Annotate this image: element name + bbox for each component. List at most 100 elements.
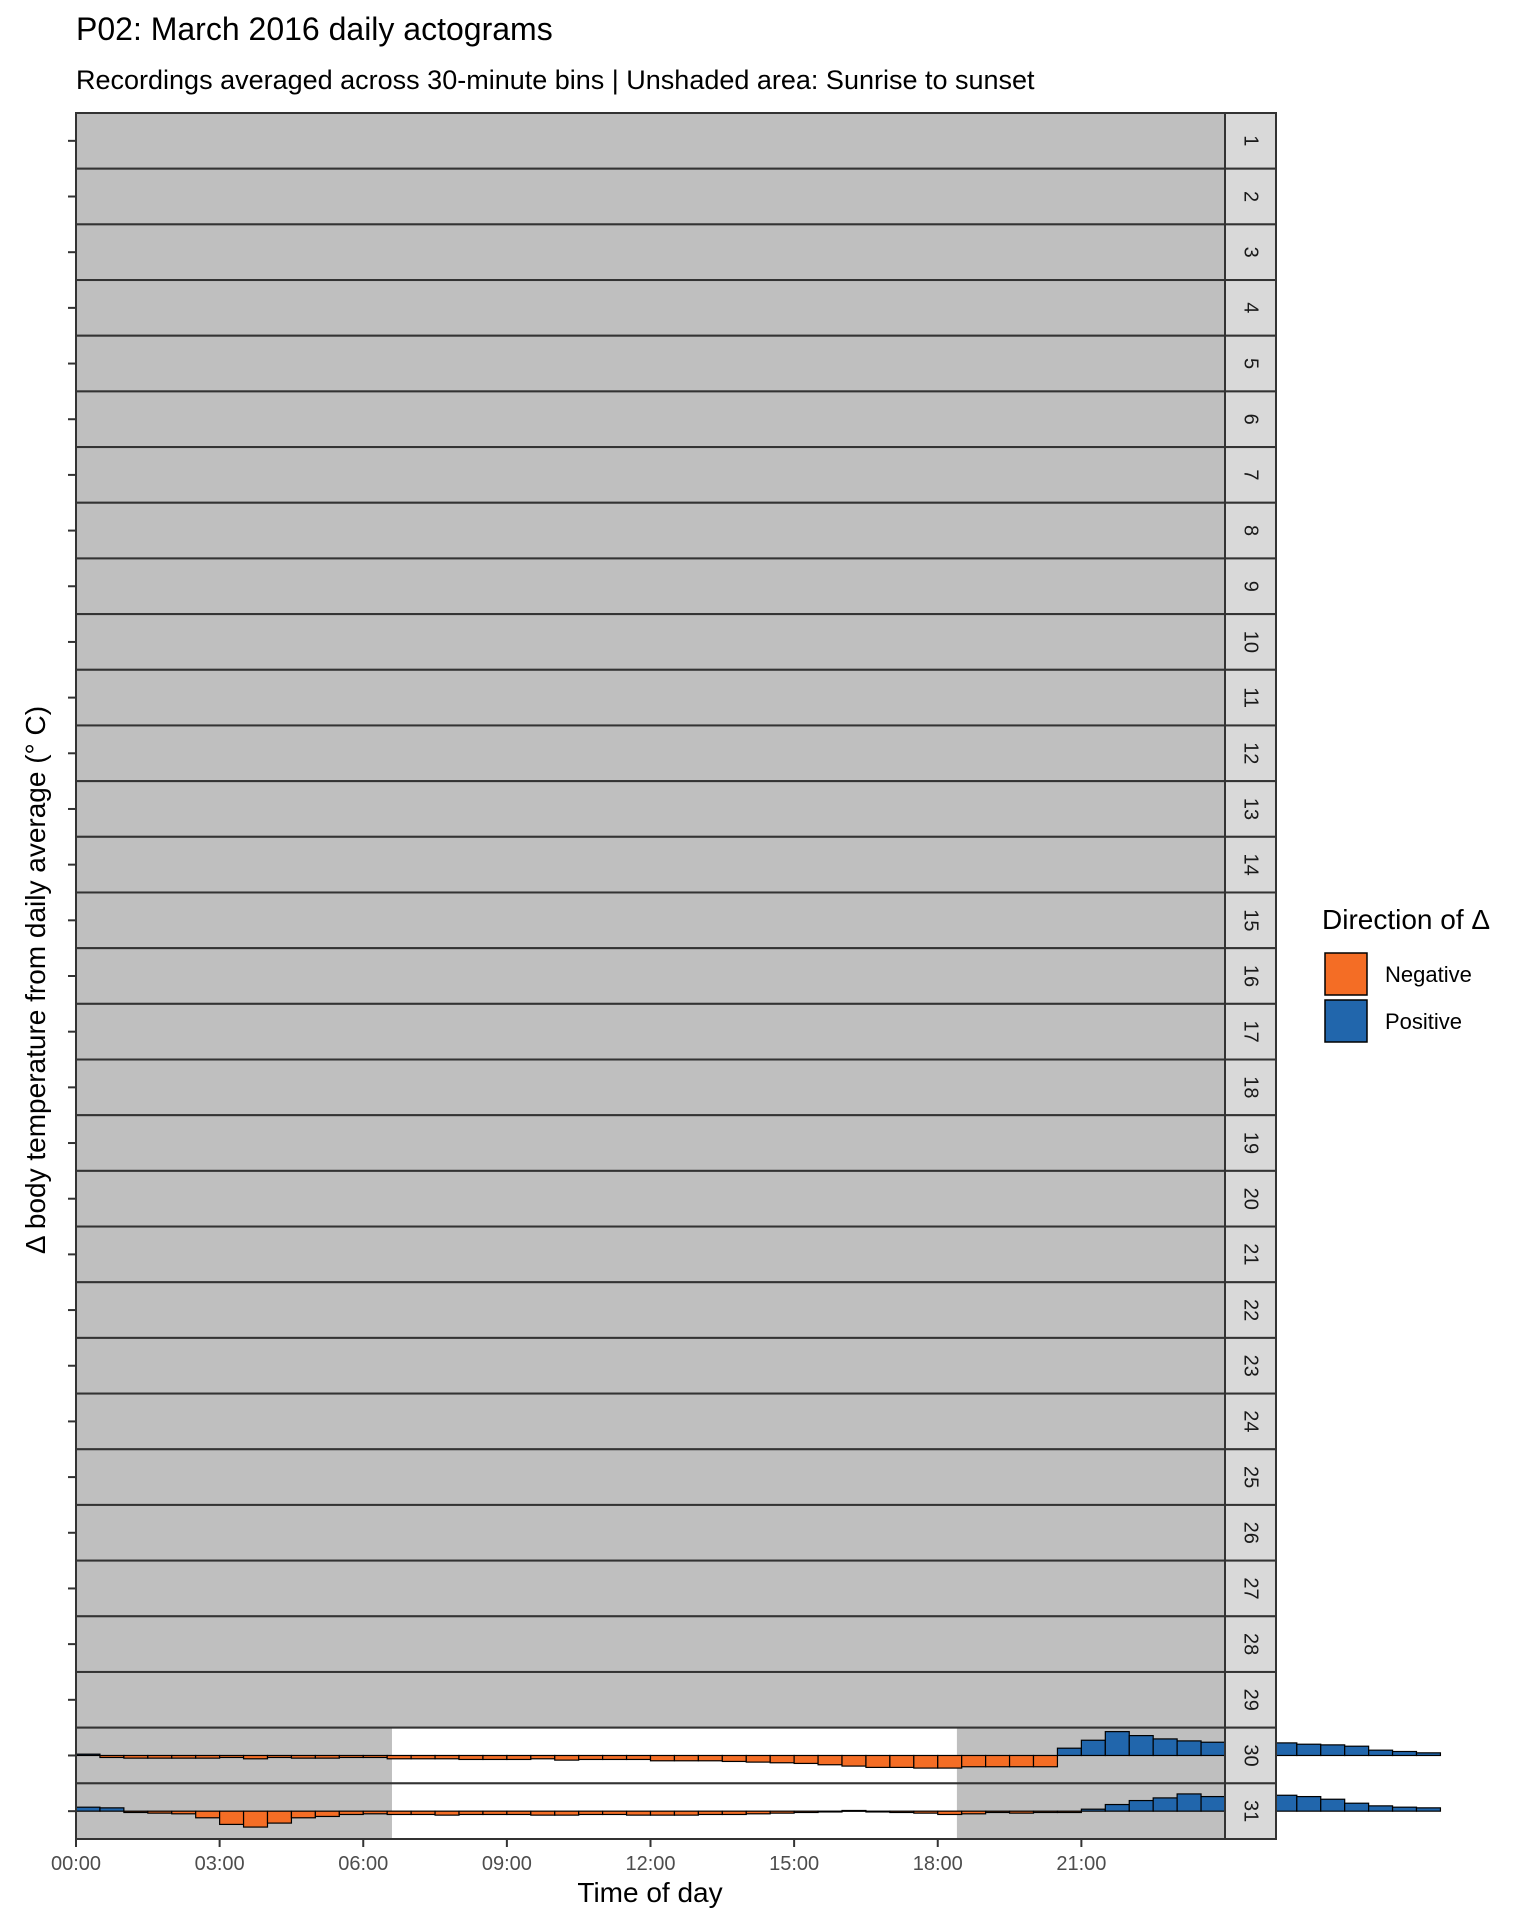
facet-strip	[1224, 1782, 1277, 1841]
bar	[362, 1754, 388, 1759]
panel-day-26: 26	[75, 1503, 1277, 1562]
bar	[937, 1754, 963, 1769]
facet-label: 12	[1240, 742, 1262, 764]
bar	[338, 1810, 364, 1816]
facet-label: 18	[1240, 1076, 1262, 1098]
facet-strip	[1224, 780, 1277, 838]
bar	[458, 1810, 484, 1816]
x-tick-label: 03:00	[195, 1853, 245, 1875]
bar	[1344, 1802, 1370, 1812]
night-shade	[76, 1393, 1225, 1450]
facet-label: 25	[1240, 1466, 1262, 1488]
facet-label: 6	[1240, 414, 1262, 425]
facet-strip	[1224, 223, 1277, 282]
night-shade	[76, 335, 1225, 392]
bar	[1296, 1743, 1322, 1757]
facet-strip	[1224, 613, 1277, 671]
panel-day-23: 23	[75, 1336, 1277, 1395]
facet-label: 21	[1240, 1243, 1262, 1265]
panel-day-11: 11	[75, 668, 1277, 727]
facet-strip	[1224, 1726, 1277, 1785]
bar	[219, 1810, 245, 1826]
panel-day-2: 2	[75, 167, 1277, 226]
bar	[195, 1754, 221, 1759]
facet-strip	[1224, 390, 1277, 449]
bar	[410, 1754, 436, 1760]
bar	[75, 1753, 101, 1757]
bar	[530, 1810, 556, 1816]
bar	[458, 1754, 484, 1761]
bar	[697, 1754, 723, 1762]
bar	[147, 1810, 173, 1814]
bar	[889, 1810, 915, 1814]
bar	[841, 1754, 867, 1767]
night-shade	[76, 113, 1225, 169]
night-shade	[76, 1282, 1225, 1338]
panel-day-6: 6	[75, 390, 1277, 449]
bar	[865, 1810, 891, 1813]
bar	[625, 1754, 652, 1761]
panel-day-9: 9	[75, 557, 1277, 616]
bar	[1200, 1795, 1226, 1812]
bar	[99, 1807, 125, 1812]
legend-key-positive	[1324, 999, 1368, 1043]
panel-day-7: 7	[75, 446, 1277, 504]
facet-strip	[1224, 1392, 1277, 1451]
bar	[1104, 1731, 1130, 1757]
facet-strip	[1224, 1114, 1277, 1172]
night-shade	[76, 224, 1225, 281]
bar	[745, 1754, 771, 1763]
facet-label: 3	[1240, 247, 1262, 258]
bar	[1368, 1749, 1394, 1757]
bar	[1152, 1797, 1178, 1812]
bar	[1128, 1799, 1154, 1812]
night-shade	[76, 280, 1225, 336]
facet-label: 20	[1240, 1188, 1262, 1210]
bar	[99, 1754, 125, 1759]
night-shade	[76, 725, 1225, 782]
bar	[386, 1810, 412, 1816]
bar	[578, 1754, 604, 1761]
bar	[290, 1754, 316, 1759]
facet-strip	[1224, 1559, 1277, 1618]
night-shade	[76, 781, 1225, 837]
bar	[123, 1754, 149, 1759]
bar	[961, 1754, 987, 1768]
facet-label: 16	[1240, 965, 1262, 987]
facet-strip	[1224, 724, 1277, 783]
bar	[314, 1810, 340, 1818]
facet-strip	[1224, 668, 1277, 727]
bar	[721, 1810, 747, 1816]
bar	[889, 1754, 915, 1769]
facet-label: 28	[1240, 1633, 1262, 1655]
x-tick-label: 06:00	[338, 1853, 388, 1875]
facet-strip	[1224, 334, 1277, 393]
facet-strip	[1224, 1225, 1277, 1284]
facet-strip	[1224, 1336, 1277, 1395]
bar	[1391, 1806, 1418, 1812]
facet-label: 30	[1240, 1744, 1262, 1766]
x-tick-label: 00:00	[51, 1853, 101, 1875]
bar	[1008, 1810, 1035, 1814]
bar	[242, 1754, 269, 1760]
panel-day-8: 8	[75, 501, 1277, 560]
night-shade	[76, 1504, 1225, 1561]
facet-label: 7	[1240, 469, 1262, 480]
panel-day-27: 27	[75, 1559, 1277, 1618]
bar	[506, 1754, 532, 1761]
facet-label: 5	[1240, 358, 1262, 369]
bar	[745, 1810, 771, 1815]
panel-day-16: 16	[75, 947, 1277, 1005]
facet-label: 2	[1240, 191, 1262, 202]
bar	[1128, 1734, 1154, 1757]
legend-label-negative: Negative	[1385, 962, 1472, 987]
bar	[1152, 1738, 1178, 1757]
night-shade	[76, 1059, 1225, 1116]
panel-day-25: 25	[75, 1448, 1277, 1506]
bar	[1200, 1741, 1226, 1757]
bar	[1320, 1798, 1346, 1812]
facet-label: 22	[1240, 1299, 1262, 1321]
night-shade	[76, 502, 1225, 559]
panel-day-30: 30	[75, 1726, 1442, 1785]
